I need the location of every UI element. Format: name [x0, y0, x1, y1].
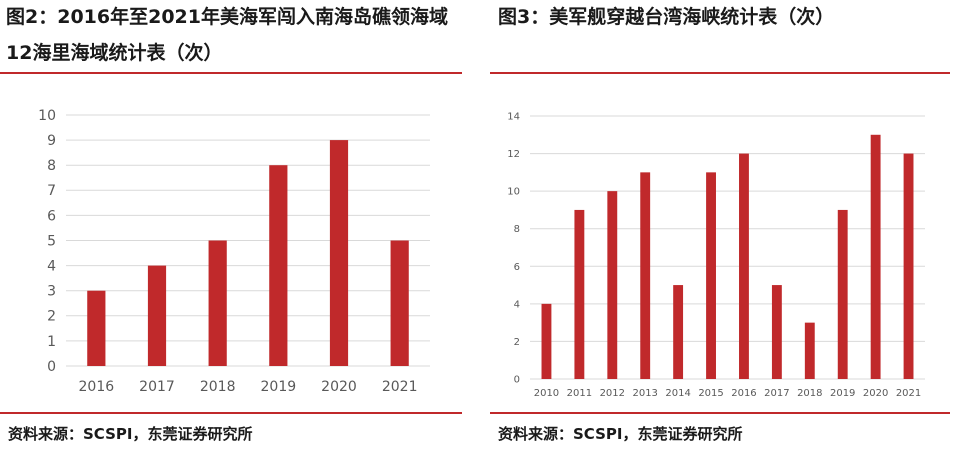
chart1-y-tick-label: 12: [507, 149, 520, 160]
chart1-bar-2017: [771, 285, 782, 379]
chart1-x-tick-label: 2012: [600, 388, 625, 399]
chart0-y-tick-label: 9: [47, 133, 56, 149]
chart1-x-tick-label: 2014: [665, 388, 690, 399]
chart1-bar-2010: [541, 303, 552, 379]
chart0-bar-2020: [329, 140, 349, 366]
chart0-y-tick-label: 2: [47, 309, 56, 325]
left-source-note: 资料来源：SCSPI，东莞证券研究所: [8, 425, 253, 443]
chart1-y-tick-label: 8: [514, 224, 520, 235]
left-chart-title-line2: 12海里海域统计表（次）: [6, 42, 223, 64]
chart1-x-tick-label: 2018: [797, 388, 822, 399]
chart0-y-tick-label: 0: [47, 359, 56, 375]
left-chart-title-line1: 图2：2016年至2021年美海军闯入南海岛礁领海域: [6, 6, 448, 28]
chart1-x-tick-label: 2017: [764, 388, 789, 399]
chart0-y-tick-label: 3: [47, 284, 56, 300]
chart0-y-tick-label: 10: [38, 108, 56, 124]
chart0-x-tick-label: 2021: [382, 379, 418, 395]
chart1-x-tick-label: 2020: [863, 388, 888, 399]
chart1-bar-2018: [804, 322, 815, 379]
right-chart-title: 图3：美军舰穿越台湾海峡统计表（次）: [498, 6, 835, 28]
chart1-x-tick-label: 2013: [632, 388, 657, 399]
chart1-y-tick-label: 2: [514, 337, 520, 348]
chart1-bar-2011: [574, 209, 585, 379]
chart0-x-tick-label: 2020: [321, 379, 357, 395]
chart1-bar-2012: [607, 191, 618, 379]
chart1-x-tick-label: 2019: [830, 388, 855, 399]
left-title-rule: [0, 72, 462, 74]
chart0-bar-2016: [87, 290, 106, 366]
chart1-x-tick-label: 2015: [698, 388, 723, 399]
chart1-bar-2013: [640, 172, 651, 379]
chart1-x-tick-label: 2010: [534, 388, 559, 399]
chart0-x-tick-label: 2018: [200, 379, 236, 395]
left-source-rule: [0, 412, 462, 414]
chart0-bar-2019: [269, 165, 288, 366]
chart1-y-tick-label: 4: [514, 299, 520, 310]
chart1-bar-2014: [673, 285, 684, 379]
chart0-y-tick-label: 1: [47, 334, 56, 350]
chart0-bar-2018: [208, 240, 227, 366]
chart1-y-tick-label: 0: [514, 375, 520, 386]
chart1-x-tick-label: 2016: [731, 388, 756, 399]
chart1-bar-2020: [870, 134, 881, 379]
chart0-y-tick-label: 5: [47, 233, 56, 249]
right-source-rule: [490, 412, 950, 414]
chart1-y-tick-label: 6: [514, 262, 520, 273]
chart0-x-tick-label: 2016: [79, 379, 115, 395]
chart0-x-tick-label: 2019: [261, 379, 297, 395]
chart0-y-tick-label: 4: [47, 259, 56, 275]
chart1-y-tick-label: 14: [507, 112, 520, 123]
chart1-y-tick-label: 10: [507, 187, 520, 198]
chart0-bar-2017: [147, 265, 167, 366]
chart1-x-tick-label: 2011: [567, 388, 592, 399]
right-bar-chart: 0 2 4 6 8 10 12 14 2010 2011 2012 2013 2014 2015 2016 2…: [507, 112, 925, 399]
chart1-bar-2016: [739, 153, 749, 379]
chart0-x-tick-label: 2017: [139, 379, 175, 395]
chart1-x-tick-label: 2021: [896, 388, 921, 399]
right-title-rule: [490, 72, 950, 74]
right-source-note: 资料来源：SCSPI，东莞证券研究所: [498, 425, 743, 443]
chart0-y-tick-label: 6: [47, 208, 56, 224]
chart0-y-tick-label: 8: [47, 158, 56, 174]
chart1-bar-2015: [706, 172, 716, 379]
chart0-bar-2021: [390, 240, 409, 366]
chart1-bar-2021: [903, 153, 914, 379]
left-bar-chart: 0 1 2 3 4 5 6 7 8 9 10 2016 2017 2018 2019 2020 2021: [38, 108, 430, 395]
chart1-bar-2019: [837, 209, 848, 379]
chart0-y-tick-label: 7: [47, 183, 56, 199]
